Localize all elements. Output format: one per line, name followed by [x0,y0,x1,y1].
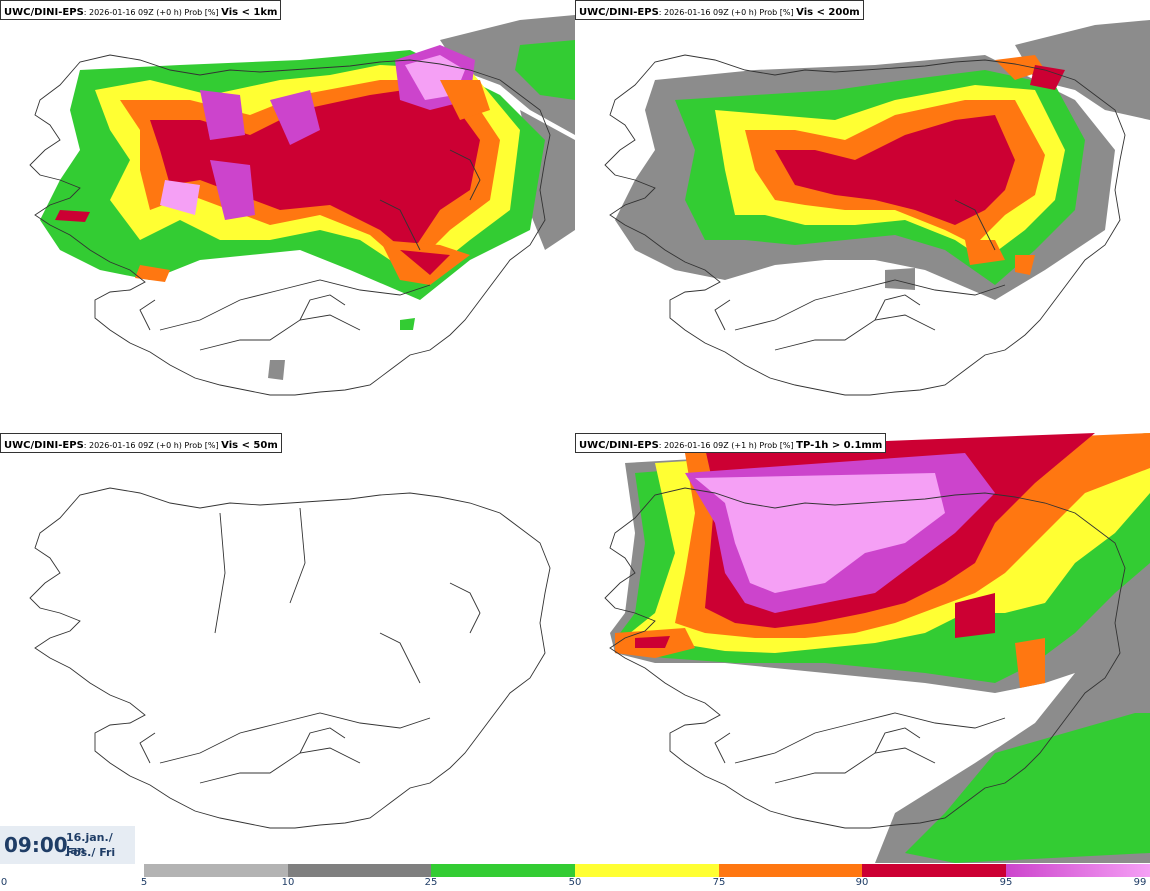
run-info: : 2026-01-16 09Z (+1 h) Prob [%] [658,441,797,450]
colorbar-tick: 95 [999,877,1013,888]
probability-field [40,15,575,380]
colorbar-segment-5-10 [144,864,288,877]
coastline [604,54,1126,396]
model-label: UWC/DINI-EPS [4,7,84,18]
valid-weekday: Fös./ Fri [66,846,116,859]
coastline [29,54,551,396]
colorbar-tick: 50 [568,877,582,888]
colorbar-tick: 90 [855,877,869,888]
colorbar-segment-75-90 [719,864,862,877]
panel-title: UWC/DINI-EPS: 2026-01-16 09Z (+0 h) Prob… [0,0,282,20]
probability-field [610,433,1150,863]
map-panel-vis-1km: UWC/DINI-EPS: 2026-01-16 09Z (+0 h) Prob… [0,0,575,430]
variable-label: Vis < 1km [221,7,278,18]
iceland-map [29,487,551,829]
panel-title: UWC/DINI-EPS: 2026-01-16 09Z (+0 h) Prob… [0,433,282,453]
colorbar-segment-0-5 [0,864,144,877]
run-info: : 2026-01-16 09Z (+0 h) Prob [%] [83,441,222,450]
colorbar-tick: 25 [424,877,438,888]
map-panel-precip: UWC/DINI-EPS: 2026-01-16 09Z (+1 h) Prob… [575,433,1150,863]
colorbar-tick: 75 [712,877,726,888]
run-info: : 2026-01-16 09Z (+0 h) Prob [%] [83,8,222,17]
valid-date: 16.jan./ Jan [66,831,113,857]
model-label: UWC/DINI-EPS [579,7,659,18]
iceland-map [29,15,575,396]
colorbar-segment-10-25 [288,864,431,877]
variable-label: Vis < 50m [221,440,278,451]
panel-title: UWC/DINI-EPS: 2026-01-16 09Z (+1 h) Prob… [575,433,887,453]
model-label: UWC/DINI-EPS [4,440,84,451]
probability-colorbar: 0 5 10 25 50 75 90 95 99 [0,864,1150,891]
coastline [29,487,551,829]
colorbar-tick: 10 [281,877,295,888]
colorbar-tick: 99 [1133,877,1147,888]
model-label: UWC/DINI-EPS [579,440,659,451]
map-panel-vis-50m: UWC/DINI-EPS: 2026-01-16 09Z (+0 h) Prob… [0,433,575,863]
colorbar-tick: 0 [0,877,8,888]
coastline [604,487,1126,829]
variable-label: TP-1h > 0.1mm [796,440,883,451]
colorbar-tick: 5 [140,877,148,888]
iceland-map [604,433,1150,863]
colorbar-segment-50-75 [575,864,719,877]
colorbar-segment-90-95 [862,864,1006,877]
valid-time-clock: 09:00 [4,833,68,857]
map-panel-vis-200m: UWC/DINI-EPS: 2026-01-16 09Z (+0 h) Prob… [575,0,1150,430]
colorbar-segment-25-50 [431,864,575,877]
iceland-map [604,20,1150,396]
run-info: : 2026-01-16 09Z (+0 h) Prob [%] [658,8,797,17]
probability-field [615,20,1150,300]
panel-title: UWC/DINI-EPS: 2026-01-16 09Z (+0 h) Prob… [575,0,864,20]
colorbar-segment-95-99 [1006,864,1150,877]
valid-time-box: 09:00 16.jan./ Jan Fös./ Fri [0,826,135,864]
variable-label: Vis < 200m [796,7,860,18]
